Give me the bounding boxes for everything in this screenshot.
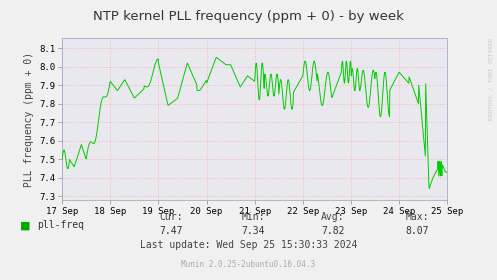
Text: 7.34: 7.34 [242,226,265,236]
Text: NTP kernel PLL frequency (ppm + 0) - by week: NTP kernel PLL frequency (ppm + 0) - by … [93,10,404,23]
Text: Max:: Max: [406,212,429,222]
Text: Cur:: Cur: [160,212,183,222]
Text: 7.82: 7.82 [321,226,345,236]
Y-axis label: PLL frequency (ppm + 0): PLL frequency (ppm + 0) [23,52,33,186]
Text: Munin 2.0.25-2ubuntu0.16.04.3: Munin 2.0.25-2ubuntu0.16.04.3 [181,260,316,269]
Text: RRDTOOL / TOBI OETIKER: RRDTOOL / TOBI OETIKER [489,37,494,120]
Text: Last update: Wed Sep 25 15:30:33 2024: Last update: Wed Sep 25 15:30:33 2024 [140,240,357,250]
Text: Avg:: Avg: [321,212,345,222]
Text: pll-freq: pll-freq [37,220,84,230]
Text: ■: ■ [20,220,30,230]
Text: 8.07: 8.07 [406,226,429,236]
Text: 7.47: 7.47 [160,226,183,236]
Text: Min:: Min: [242,212,265,222]
